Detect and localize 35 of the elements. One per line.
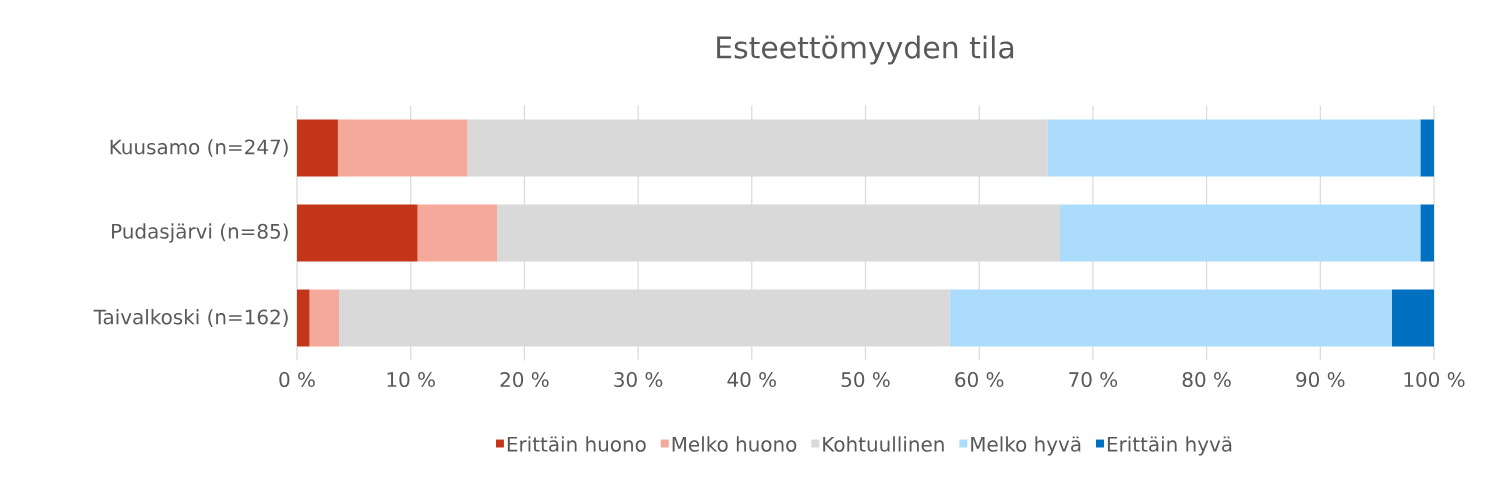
x-tick-label: 90 %: [1296, 372, 1345, 388]
x-tick-label: 10 %: [387, 372, 435, 388]
bar: [417, 204, 498, 262]
bar: [1391, 289, 1434, 347]
chart-title: Esteettömyyden tila: [717, 35, 1014, 65]
bar: [949, 289, 1392, 347]
x-tick-label: 20 %: [500, 372, 549, 388]
y-tick-label: Pudasjärvi (n=85): [112, 223, 288, 243]
bar: [339, 289, 950, 347]
legend-label: Erittäin huono: [507, 436, 646, 452]
bar: [297, 119, 338, 177]
bar: [297, 204, 418, 262]
x-tick-label: 80 %: [1182, 372, 1231, 388]
x-tick-label: 60 %: [955, 372, 1004, 388]
bar: [467, 119, 1048, 177]
x-tick-label: 0 %: [279, 372, 315, 388]
x-tick-label: 40 %: [727, 372, 776, 388]
bar: [1059, 204, 1421, 262]
x-tick-label: 50 %: [841, 372, 890, 388]
x-tick-label: 30 %: [614, 372, 663, 388]
x-tick-label: 70 %: [1069, 372, 1118, 388]
bar: [337, 119, 468, 177]
bar: [1047, 119, 1421, 177]
legend-label: Kohtuullinen: [823, 436, 944, 452]
legend-label: Erittäin hyvä: [1107, 436, 1232, 456]
bar: [1420, 204, 1434, 262]
bar: [1420, 119, 1434, 177]
legend-label: Melko huono: [672, 436, 797, 452]
x-tick-label: 100 %: [1404, 372, 1465, 388]
y-tick-label: Kuusamo (n=247): [110, 139, 288, 157]
bar: [497, 204, 1060, 262]
legend-label: Melko hyvä: [971, 436, 1081, 456]
y-tick-label: Taivalkoski (n=162): [93, 309, 288, 327]
bar: [297, 289, 310, 347]
bar: [309, 289, 340, 347]
